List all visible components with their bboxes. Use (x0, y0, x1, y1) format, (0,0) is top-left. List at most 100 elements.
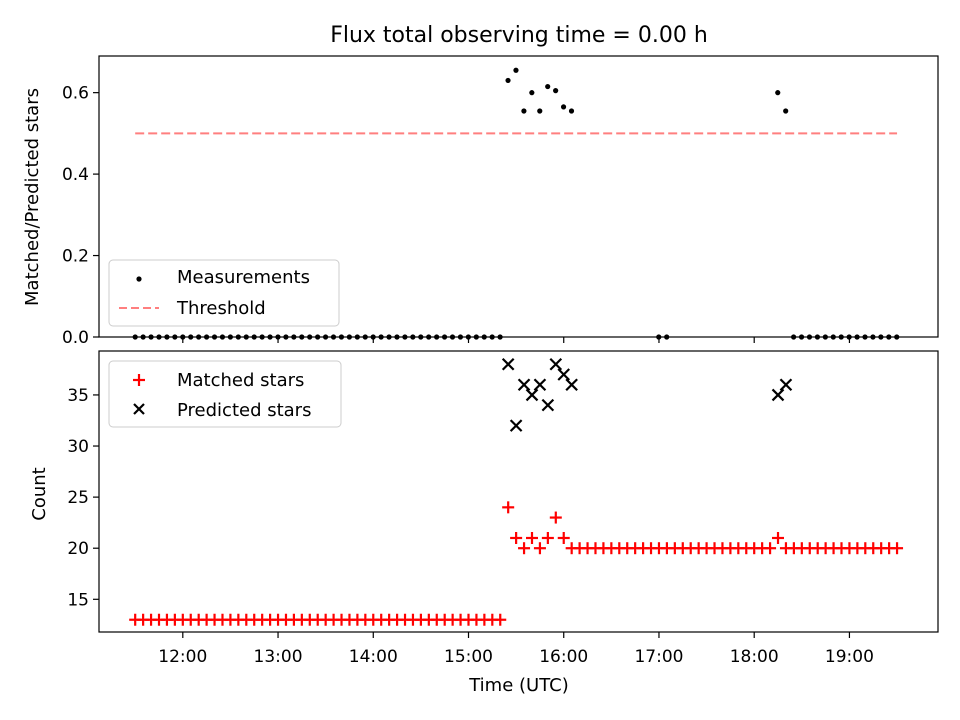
predicted-star-marker (517, 378, 531, 391)
measurement-point (846, 334, 852, 340)
measurement-point (426, 334, 432, 340)
bottom-x-tick-label: 17:00 (634, 647, 683, 667)
legend-predicted-label: Predicted stars (177, 400, 311, 421)
top-legend-box (108, 259, 340, 327)
measurement-point (172, 334, 178, 340)
top-y-tick-label: 0.0 (62, 328, 89, 348)
measurement-point (307, 334, 313, 340)
top-y-ticks: 0.0 0.2 0.4 0.6 (62, 84, 99, 348)
measurement-point (219, 334, 226, 340)
matched-star-marker (549, 511, 562, 524)
measurement-point (140, 334, 146, 340)
top-legend: Measurements Threshold (108, 259, 340, 327)
measurement-point (553, 88, 559, 94)
legend-matched-label: Matched stars (177, 370, 304, 391)
measurement-point (211, 334, 218, 340)
measurement-point (188, 334, 194, 340)
measurement-point (798, 334, 805, 340)
measurement-point (402, 334, 408, 340)
measurement-point (513, 67, 519, 73)
measurement-point (386, 334, 392, 340)
measurement-point (822, 334, 828, 340)
legend-measurements-marker (136, 276, 142, 282)
matched-star-marker (502, 501, 515, 514)
matched-star-marker (772, 531, 785, 544)
measurement-point (489, 334, 495, 340)
matched-star-marker (510, 531, 523, 544)
measurement-point (449, 334, 456, 340)
measurement-point (164, 334, 170, 340)
measurement-point (370, 334, 376, 340)
top-y-tick-label: 0.6 (62, 84, 89, 104)
measurement-point (465, 334, 471, 340)
top-y-tick-label: 0.4 (62, 165, 89, 185)
measurement-point (315, 334, 321, 340)
legend-predicted-marker (133, 403, 145, 415)
top-y-axis-label: Matched/Predicted stars (22, 88, 43, 306)
measurement-point (227, 334, 233, 340)
measurement-point (362, 334, 368, 340)
measurement-point (338, 334, 345, 340)
measurement-point (156, 334, 162, 340)
measurement-point (783, 108, 789, 114)
bottom-axes-frame (98, 350, 939, 633)
bottom-x-tick-label: 14:00 (349, 647, 398, 667)
matched-star-marker (891, 542, 904, 555)
measurement-point (830, 334, 836, 340)
measurement-point (251, 334, 257, 340)
matched-star-marker (533, 542, 546, 555)
predicted-star-marker (779, 378, 793, 391)
measurement-point (203, 334, 210, 340)
measurement-point (886, 334, 892, 340)
predicted-star-marker (541, 398, 555, 412)
predicted-star-marker (525, 388, 539, 402)
bottom-legend: Matched stars Predicted stars (108, 360, 342, 428)
matched-star-marker (525, 531, 538, 544)
bottom-y-axis-label: Count (29, 467, 50, 520)
top-y-tick-label: 0.2 (62, 247, 89, 267)
measurement-point (410, 334, 416, 340)
measurement-points (132, 67, 900, 340)
measurement-point (529, 90, 535, 96)
measurement-point (838, 334, 844, 340)
legend-matched-marker (133, 374, 145, 386)
measurement-point (568, 108, 575, 114)
measurement-point (180, 334, 186, 340)
matched-star-marker (518, 542, 531, 555)
top-axes-frame (98, 55, 939, 338)
measurement-point (434, 334, 440, 340)
bottom-x-tick-label: 18:00 (730, 647, 779, 667)
bottom-y-tick-label: 30 (67, 437, 89, 457)
x-axis-label: Time (UTC) (468, 675, 569, 696)
bottom-x-tick-label: 15:00 (444, 647, 493, 667)
predicted-star-marker (557, 368, 571, 381)
measurement-point (346, 334, 352, 340)
bottom-x-tick-label: 19:00 (825, 647, 874, 667)
bottom-y-tick-label: 15 (67, 590, 89, 610)
predicted-star-marker (565, 378, 578, 391)
measurement-point (418, 334, 424, 340)
measurement-point (457, 334, 464, 340)
matched-star-marker (494, 613, 507, 626)
predicted-star-marker (501, 358, 515, 371)
predicted-star-marker (771, 388, 785, 402)
matched-star-marker (557, 531, 570, 544)
bottom-y-ticks: 15 20 25 30 35 (67, 386, 99, 610)
bottom-axes: Count Time (UTC) 15 20 25 30 35 12:00 13:00 14… (29, 350, 939, 696)
measurement-point (473, 334, 479, 340)
measurement-point (791, 334, 797, 340)
measurement-point (545, 83, 551, 90)
measurement-point (814, 334, 821, 340)
predicted-star-marker (509, 419, 523, 432)
measurement-point (664, 334, 670, 340)
measurement-point (854, 334, 860, 340)
bottom-y-tick-label: 25 (67, 488, 89, 508)
measurement-point (283, 334, 289, 340)
measurement-point (243, 334, 249, 340)
legend-measurements-label: Measurements (177, 267, 310, 288)
measurement-point (806, 334, 813, 340)
measurement-point (275, 334, 281, 340)
measurement-point (537, 108, 543, 114)
